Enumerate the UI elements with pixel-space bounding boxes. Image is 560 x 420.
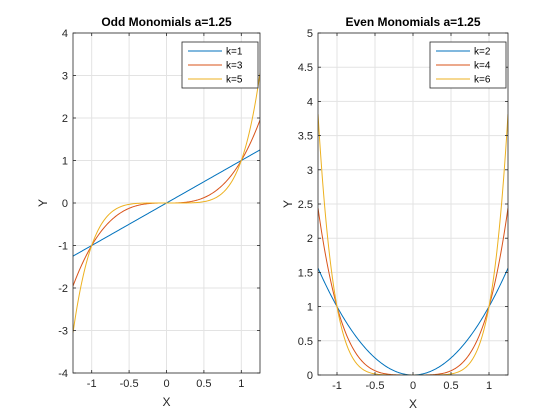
x-tick-label: 0 — [410, 380, 416, 392]
series-group — [73, 73, 260, 333]
y-axis-label: Y — [36, 199, 50, 207]
x-tick-label: 1 — [238, 378, 244, 390]
x-tick-label: -1 — [87, 378, 97, 390]
y-tick-label: 3 — [62, 71, 68, 83]
y-tick-label: -1 — [58, 241, 68, 253]
y-tick-label: 3 — [307, 165, 313, 177]
series-group — [318, 114, 508, 375]
y-tick-label: 4 — [62, 28, 68, 40]
axes-odd: -1 -0.5 0 0.5 1 -4 -3 -2 -1 0 1 2 3 4 Odd Monomials a=… — [36, 15, 261, 409]
y-tick-label: 1 — [307, 302, 313, 314]
chart-title: Even Monomials a=1.25 — [345, 15, 480, 29]
legend-label: k=3 — [226, 61, 243, 72]
x-tick-label: 0.5 — [196, 378, 211, 390]
legend-label: k=4 — [474, 61, 491, 72]
series-line-k5 — [73, 73, 260, 333]
legend-label: k=1 — [226, 47, 243, 58]
y-tick-label: 0 — [307, 370, 313, 382]
y-tick-label: 0 — [62, 198, 68, 210]
y-tick-label: 2.5 — [298, 199, 313, 211]
y-tick-label: 5 — [307, 28, 313, 40]
x-axis-label: X — [409, 397, 417, 411]
legend-label: k=5 — [226, 75, 243, 86]
y-tick-label: 2 — [307, 233, 313, 245]
chart-title: Odd Monomials a=1.25 — [101, 15, 232, 29]
y-tick-label: 0.5 — [298, 336, 313, 348]
legend: k=2 k=4 k=6 — [429, 41, 507, 89]
x-tick-label: -1 — [332, 380, 342, 392]
series-line-k6 — [318, 114, 508, 375]
y-tick-label: 1 — [62, 156, 68, 168]
x-tick-label: 1 — [486, 380, 492, 392]
legend-label: k=2 — [474, 47, 491, 58]
legend: k=1 k=3 k=5 — [181, 41, 259, 89]
x-tick-label: 0.5 — [443, 380, 458, 392]
x-tick-label: -0.5 — [366, 380, 385, 392]
y-tick-label: 4.5 — [298, 62, 313, 74]
series-line-k4 — [318, 207, 508, 375]
y-tick-label: 1.5 — [298, 267, 313, 279]
legend-label: k=6 — [474, 75, 491, 86]
y-tick-label: 2 — [62, 113, 68, 125]
y-tick-label: -3 — [58, 326, 68, 338]
y-tick-label: -2 — [58, 283, 68, 295]
y-tick-label: -4 — [58, 368, 68, 380]
x-tick-label: 0 — [163, 378, 169, 390]
y-tick-label: 3.5 — [298, 131, 313, 143]
axes-even: -1 -0.5 0 0.5 1 0 0.5 1 1.5 2 2.5 3 3.5 4 4.5 5 Even Mon… — [281, 15, 509, 411]
series-line-k2 — [318, 267, 508, 375]
x-tick-label: -0.5 — [120, 378, 139, 390]
y-tick-label: 4 — [307, 96, 313, 108]
y-axis-label: Y — [281, 200, 295, 208]
x-axis-label: X — [162, 395, 170, 409]
